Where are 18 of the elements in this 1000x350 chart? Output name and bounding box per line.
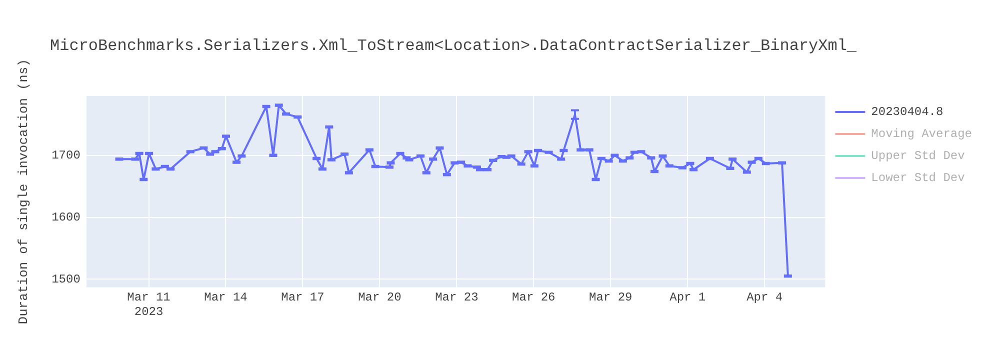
legend-label: 20230404.8 (871, 105, 944, 120)
x-tick-label: Mar 26 (512, 290, 556, 305)
y-tick-label: 1500 (52, 272, 80, 286)
y-tick-label: 1700 (52, 148, 80, 163)
x-tick-label: Mar 29 (589, 290, 632, 305)
x-tick-label: Mar 17 (281, 290, 324, 305)
x-tick-label: Mar 14 (204, 290, 248, 305)
legend-label: Upper Std Dev (871, 149, 965, 164)
x-tick-label: Mar 11 2023 (127, 290, 170, 319)
legend-label: Lower Std Dev (871, 171, 965, 186)
x-tick-label: Apr 1 (670, 290, 706, 305)
x-tick-label: Apr 4 (746, 290, 783, 305)
x-tick-label: Mar 23 (435, 290, 478, 305)
x-tick-label: Mar 20 (358, 290, 402, 305)
chart-title: MicroBenchmarks.Serializers.Xml_ToStream<Location>.DataContractSerializer_BinaryXml_ (50, 37, 857, 56)
y-tick-label: 1600 (52, 210, 80, 224)
y-axis-title: Duration of single invocation (ns) (16, 58, 32, 324)
legend-label: Moving Average (871, 127, 972, 142)
